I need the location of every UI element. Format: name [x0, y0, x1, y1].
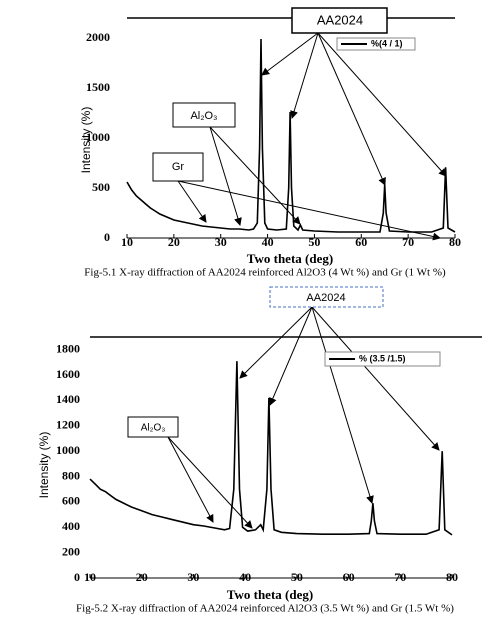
caption: Fig-5.2 X-ray diffraction of AA2024 rein…: [76, 603, 454, 615]
y-tick-label: 0: [74, 570, 80, 584]
legend-label: %(4 / 1): [371, 38, 403, 48]
y-tick-label: 1000: [86, 130, 110, 144]
annotation: Al₂O₃: [190, 110, 217, 122]
arrow: [177, 180, 207, 223]
arrow: [209, 126, 242, 226]
y-tick-label: 1600: [56, 367, 80, 381]
legend-box: [336, 37, 416, 51]
line-series: [126, 38, 456, 233]
x-tick-label: 20: [136, 570, 148, 584]
arrow: [261, 32, 319, 76]
arrow: [167, 436, 214, 523]
arrow: [177, 180, 441, 241]
annotation: Gr: [172, 161, 185, 173]
x-tick-label: 40: [239, 570, 251, 584]
arrow: [311, 306, 374, 504]
y-tick-label: 1400: [56, 392, 80, 406]
arrow: [269, 306, 313, 406]
y-axis-title: Intensity (%): [79, 107, 93, 174]
x-tick-label: 60: [355, 235, 367, 249]
caption: Fig-5.1 X-ray diffraction of AA2024 rein…: [84, 267, 446, 279]
annotation-box: [127, 416, 179, 438]
arrow: [317, 32, 447, 177]
y-tick-label: 400: [62, 519, 80, 533]
x-axis-title: Two theta (deg): [247, 251, 333, 266]
y-tick-label: 800: [62, 468, 80, 482]
chart-2: AA2024 Al₂O₃ 10 20 30 40 50 60 70 8002004006008…: [37, 286, 482, 615]
annotation-box: [172, 102, 236, 128]
y-tick-label: 1000: [56, 443, 80, 457]
y-tick-label: 1500: [86, 80, 110, 94]
arrow: [311, 306, 440, 451]
x-tick-label: 20: [168, 235, 180, 249]
annotation: AA2024: [306, 292, 345, 304]
legend-label: % (3.5 /1.5): [359, 353, 406, 363]
y-tick-label: 600: [62, 494, 80, 508]
annotation-box: [152, 152, 204, 182]
annotation: Al₂O₃: [141, 423, 166, 434]
annotation-box: [269, 286, 384, 308]
x-tick-label: 50: [308, 235, 320, 249]
arrow: [290, 32, 319, 119]
x-tick-label: 30: [215, 235, 227, 249]
x-tick-label: 10: [84, 570, 96, 584]
y-tick-label: 1800: [56, 341, 80, 355]
x-tick-label: 50: [291, 570, 303, 584]
y-tick-label: 2000: [86, 30, 110, 44]
arrow: [317, 32, 386, 186]
line-series: [89, 361, 453, 536]
x-tick-label: 70: [394, 570, 406, 584]
arrow: [239, 306, 313, 379]
x-tick-label: 70: [402, 235, 414, 249]
x-tick-label: 80: [446, 570, 458, 584]
annotation: AA2024: [317, 12, 363, 27]
y-axis-title: Intensity (%): [37, 432, 51, 499]
y-tick-label: 1200: [56, 418, 80, 432]
legend-box: [324, 351, 441, 367]
x-tick-label: 30: [187, 570, 199, 584]
x-axis-title: Two theta (deg): [227, 587, 313, 602]
y-tick-label: 200: [62, 544, 80, 558]
x-tick-label: 80: [449, 235, 461, 249]
arrow: [167, 436, 253, 529]
x-tick-label: 10: [121, 235, 133, 249]
annotation-box: [291, 7, 388, 34]
x-tick-label: 60: [343, 570, 355, 584]
y-tick-label: 500: [92, 180, 110, 194]
y-tick-label: 0: [104, 230, 110, 244]
chart-1: AA2024 Al₂O₃ Gr 10 20 30 40 50 60 70 80 0 500 1000…: [79, 7, 461, 279]
arrow: [209, 126, 301, 225]
x-tick-label: 40: [262, 235, 274, 249]
